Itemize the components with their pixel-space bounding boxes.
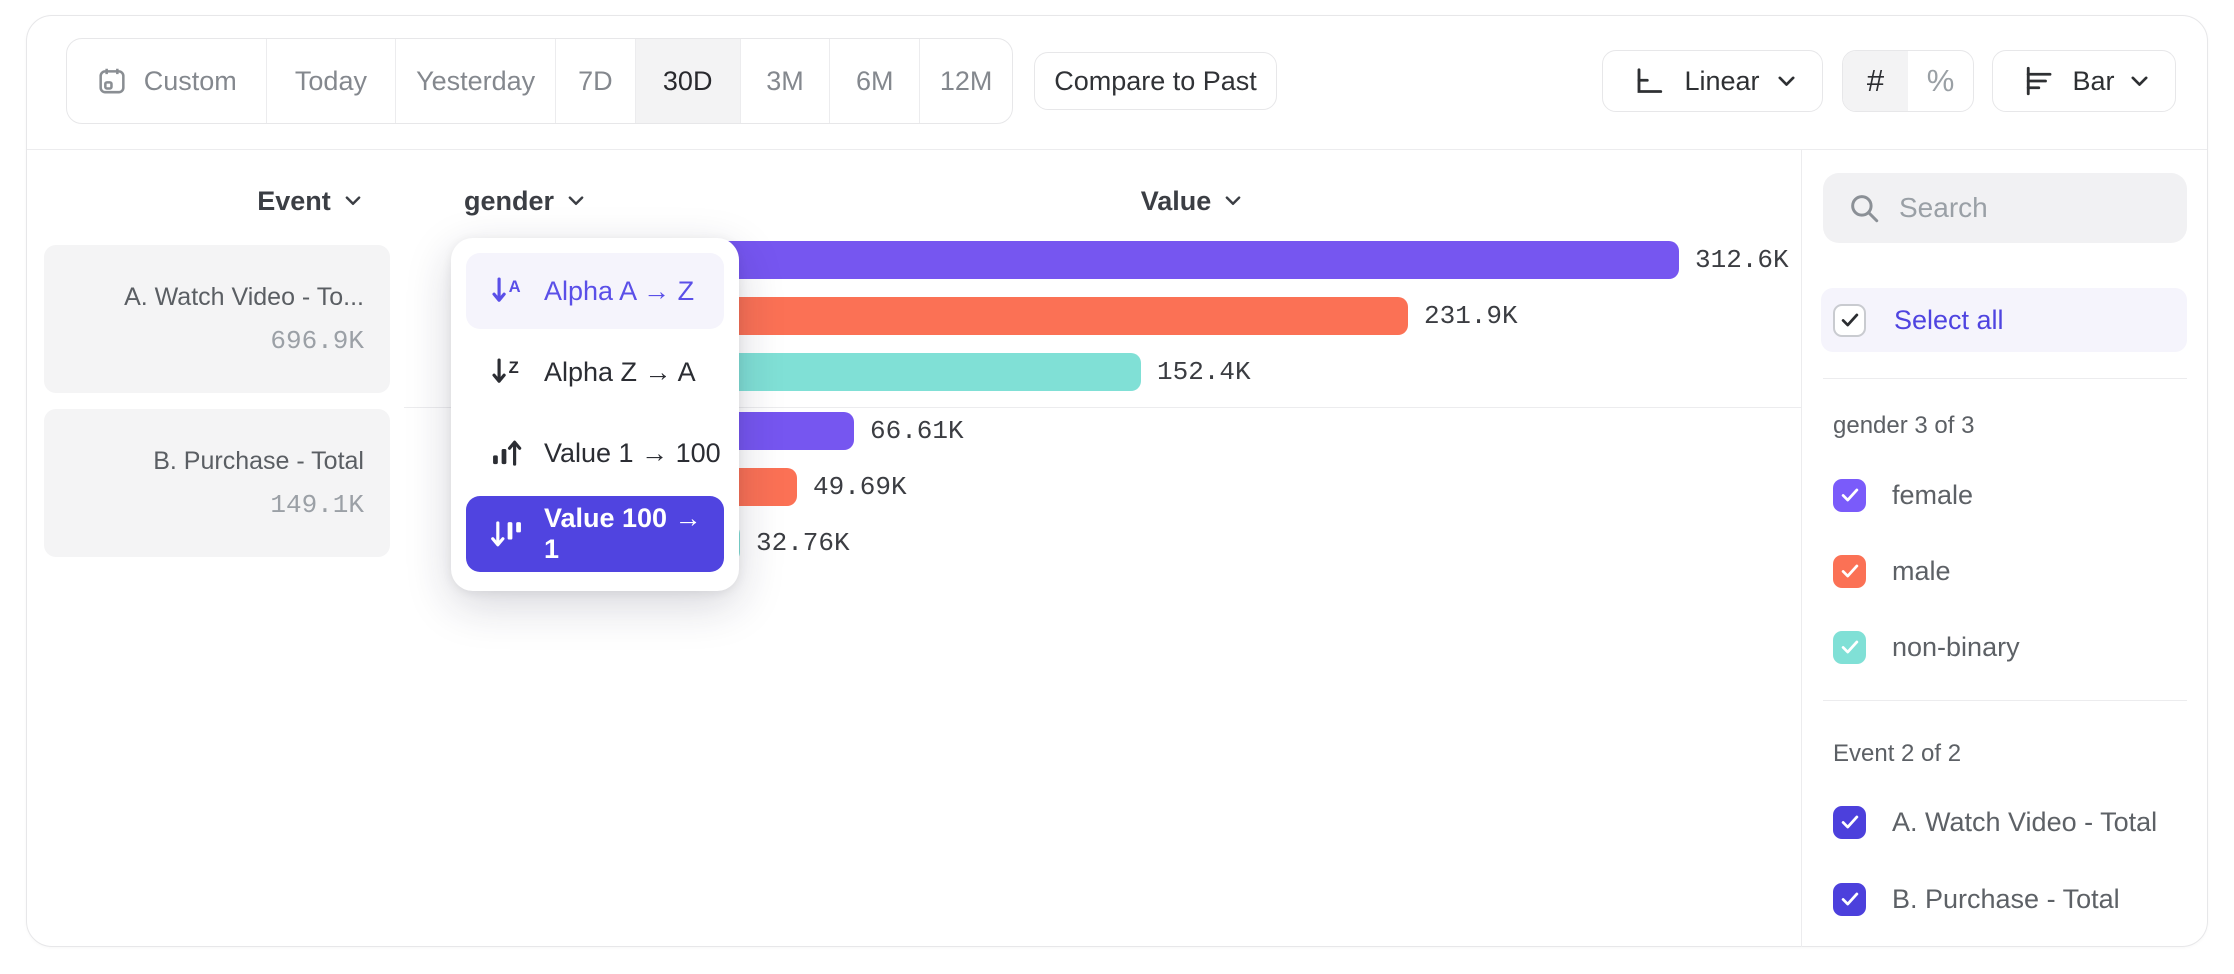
male-checkbox[interactable] <box>1833 554 1866 588</box>
sidebar-section-divider <box>1823 700 2187 701</box>
event-card-total: 696.9K <box>270 325 364 356</box>
value-format-toggle: # % <box>1842 50 1974 112</box>
legend-item-female[interactable]: female <box>1833 478 2187 512</box>
select-all-row[interactable]: Select all <box>1821 288 2187 352</box>
format-percent-toggle[interactable]: % <box>1926 63 1955 98</box>
sort-alpha-asc-icon: A <box>486 272 528 310</box>
gender-section-title: gender 3 of 3 <box>1833 412 1975 439</box>
purchase-checkbox[interactable] <box>1833 882 1866 916</box>
linear-axis-icon <box>1638 68 1663 93</box>
bar-value-label: 312.6K <box>1695 245 1789 275</box>
date-range-6m[interactable]: 6M <box>830 39 921 123</box>
legend-item-watch-video[interactable]: A. Watch Video - Total <box>1833 805 2187 839</box>
bar-value-label: 32.76K <box>756 528 850 558</box>
bar-value-label: 152.4K <box>1157 357 1251 387</box>
check-icon <box>1841 313 1858 327</box>
bar-row: 312.6K <box>630 241 1789 279</box>
date-range-7d[interactable]: 7D <box>556 39 636 123</box>
bar-male-a[interactable] <box>630 297 1408 335</box>
check-icon <box>1841 640 1858 654</box>
chevron-down-icon <box>1778 76 1795 86</box>
check-icon <box>1841 892 1858 906</box>
svg-text:Z: Z <box>509 358 519 377</box>
sort-option-alpha-desc[interactable]: Z Alpha Z → A <box>466 334 724 410</box>
sort-option-alpha-asc[interactable]: A Alpha A → Z <box>466 253 724 329</box>
format-number-toggle[interactable]: # <box>1843 51 1908 111</box>
report-card: Custom Today Yesterday 7D 30D 3M 6M 12M … <box>26 15 2208 947</box>
legend-item-purchase[interactable]: B. Purchase - Total <box>1833 882 2187 916</box>
bar-value-label: 231.9K <box>1424 301 1518 331</box>
bar-value-label: 66.61K <box>870 416 964 446</box>
chevron-down-icon <box>1225 196 1241 205</box>
check-icon <box>1841 488 1858 502</box>
legend-item-male[interactable]: male <box>1833 554 2187 588</box>
legend-search[interactable] <box>1823 173 2187 243</box>
search-icon <box>1851 195 1879 223</box>
date-range-custom[interactable]: Custom <box>67 39 267 123</box>
bar-female-a[interactable] <box>630 241 1679 279</box>
scale-selector-button[interactable]: Linear <box>1602 50 1823 112</box>
date-range-30d[interactable]: 30D <box>635 39 741 123</box>
sort-value-desc-icon <box>486 515 528 553</box>
toolbar-divider <box>27 149 2207 150</box>
event-card-a[interactable]: A. Watch Video - To... 696.9K <box>44 245 390 393</box>
group-divider <box>404 407 1801 408</box>
date-range-yesterday[interactable]: Yesterday <box>396 39 556 123</box>
compare-to-past-button[interactable]: Compare to Past <box>1034 52 1277 110</box>
event-card-b[interactable]: B. Purchase - Total 149.1K <box>44 409 390 557</box>
search-input[interactable] <box>1899 192 2159 224</box>
sort-dropdown-menu: A Alpha A → Z Z Alpha Z → A <box>451 238 739 591</box>
calendar-icon <box>99 68 125 94</box>
event-card-title: A. Watch Video - To... <box>124 282 364 311</box>
sort-option-value-desc[interactable]: Value 100 → 1 <box>466 496 724 572</box>
date-range-12m[interactable]: 12M <box>939 65 993 96</box>
bar-chart-icon <box>2027 66 2052 96</box>
non-binary-checkbox[interactable] <box>1833 630 1866 664</box>
legend-item-non-binary[interactable]: non-binary <box>1833 630 2187 664</box>
check-icon <box>1841 564 1858 578</box>
female-checkbox[interactable] <box>1833 478 1866 512</box>
date-range-label: Custom <box>143 65 237 96</box>
event-card-title: B. Purchase - Total <box>153 446 364 475</box>
sort-value-asc-icon <box>486 434 528 472</box>
event-section-title: Event 2 of 2 <box>1833 740 1962 767</box>
bar-row: 231.9K <box>630 297 1518 335</box>
date-range-today[interactable]: Today <box>267 39 397 123</box>
watch-video-checkbox[interactable] <box>1833 805 1866 839</box>
chart-type-button[interactable]: Bar <box>1992 50 2176 112</box>
sidebar-section-divider <box>1823 378 2187 379</box>
check-icon <box>1841 815 1858 829</box>
sidebar-divider <box>1801 149 1802 947</box>
event-card-total: 149.1K <box>270 489 364 520</box>
bar-value-label: 49.69K <box>813 472 907 502</box>
chevron-down-icon <box>568 196 584 205</box>
sort-alpha-desc-icon: Z <box>486 353 528 391</box>
value-column-header[interactable]: Value <box>1107 184 1275 218</box>
breakdown-column-header[interactable]: gender <box>464 184 584 218</box>
sort-option-value-asc[interactable]: Value 1 → 100 <box>466 415 724 491</box>
date-range-control: Custom Today Yesterday 7D 30D 3M 6M 12M <box>66 38 1013 124</box>
chevron-down-icon <box>2131 76 2148 86</box>
event-column-header[interactable]: Event <box>223 184 395 218</box>
svg-text:A: A <box>509 277 521 296</box>
chevron-down-icon <box>345 196 361 205</box>
select-all-checkbox[interactable] <box>1833 303 1866 337</box>
date-range-3m[interactable]: 3M <box>741 39 831 123</box>
